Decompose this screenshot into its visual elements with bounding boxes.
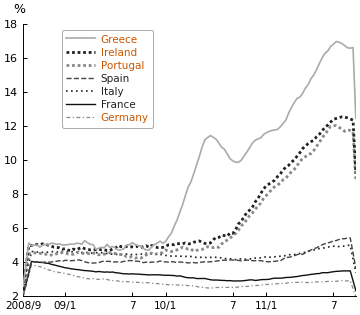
Legend: Greece, Ireland, Portugal, Spain, Italy, France, Germany: Greece, Ireland, Portugal, Spain, Italy,… — [62, 30, 153, 128]
Text: %: % — [13, 3, 25, 16]
